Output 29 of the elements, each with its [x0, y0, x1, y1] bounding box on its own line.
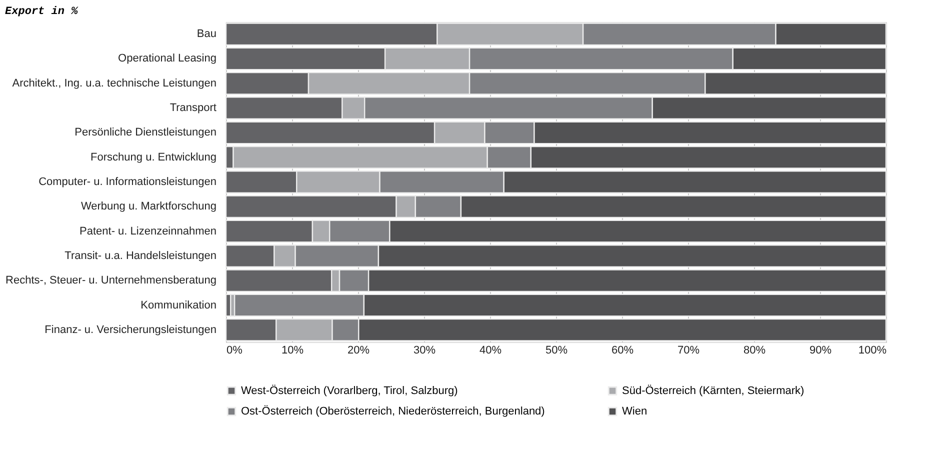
- x-tick-label: 40%: [479, 344, 502, 356]
- y-tick-label: Persönliche Dienstleistungen: [74, 126, 216, 139]
- x-tick-label: 80%: [743, 344, 766, 356]
- y-tick-label: Patent- u. Lizenzeinnahmen: [80, 225, 216, 238]
- x-tick-label: 90%: [809, 344, 832, 356]
- x-tick-label: 20%: [347, 344, 370, 356]
- x-tick-label: 100%: [858, 344, 887, 356]
- legend-label: Wien: [622, 406, 648, 418]
- y-tick-label: Finanz- u. Versicherungsleistungen: [44, 324, 216, 336]
- x-tick-label: 30%: [413, 344, 436, 356]
- text: Export in %: [5, 6, 80, 18]
- legend-label: Süd-Österreich (Kärnten, Steiermark): [622, 384, 804, 397]
- y-tick-label: Transport: [170, 102, 216, 114]
- legend-label: West-Österreich (Vorarlberg, Tirol, Salzburg): [241, 384, 458, 397]
- x-tick-label: 10%: [281, 344, 304, 356]
- y-tick-label: Computer- u. Informationsleistungen: [38, 176, 216, 188]
- y-tick-label: Operational Leasing: [118, 52, 216, 65]
- x-tick-label: 70%: [677, 344, 700, 356]
- y-tick-label: Forschung u. Entwicklung: [90, 151, 216, 164]
- y-tick-label: Transit- u.a. Handelsleistungen: [64, 250, 216, 262]
- y-tick-label: Architekt., Ing. u.a. technische Leistungen: [12, 77, 216, 90]
- x-tick-label: 60%: [611, 344, 634, 356]
- legend-label: Ost-Österreich (Oberösterreich, Niederösterreich, Burgenland): [241, 404, 545, 418]
- x-tick-label: 50%: [545, 344, 568, 356]
- y-tick-label: Rechts-, Steuer- u. Unternehmensberatung: [6, 274, 216, 287]
- x-tick-label: 0%: [226, 344, 243, 356]
- y-tick-label: Bau: [196, 28, 216, 40]
- y-tick-label: Werbung u. Marktforschung: [80, 200, 216, 213]
- y-tick-label: Kommunikation: [140, 299, 216, 312]
